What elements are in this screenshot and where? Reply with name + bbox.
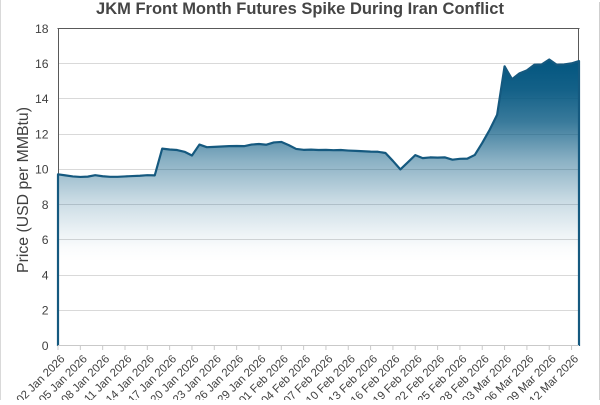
svg-text:16: 16 bbox=[35, 57, 49, 71]
svg-text:8: 8 bbox=[42, 198, 49, 212]
svg-text:2: 2 bbox=[42, 304, 49, 318]
svg-text:Price (USD per MMBtu): Price (USD per MMBtu) bbox=[15, 107, 32, 273]
svg-text:JKM Front Month Futures Spike: JKM Front Month Futures Spike During Ira… bbox=[96, 0, 504, 18]
svg-text:4: 4 bbox=[42, 268, 49, 282]
svg-text:12: 12 bbox=[35, 127, 49, 141]
svg-text:6: 6 bbox=[42, 233, 49, 247]
svg-text:10: 10 bbox=[35, 163, 49, 177]
svg-text:18: 18 bbox=[35, 22, 49, 36]
svg-text:14: 14 bbox=[35, 92, 49, 106]
svg-text:0: 0 bbox=[42, 339, 49, 353]
